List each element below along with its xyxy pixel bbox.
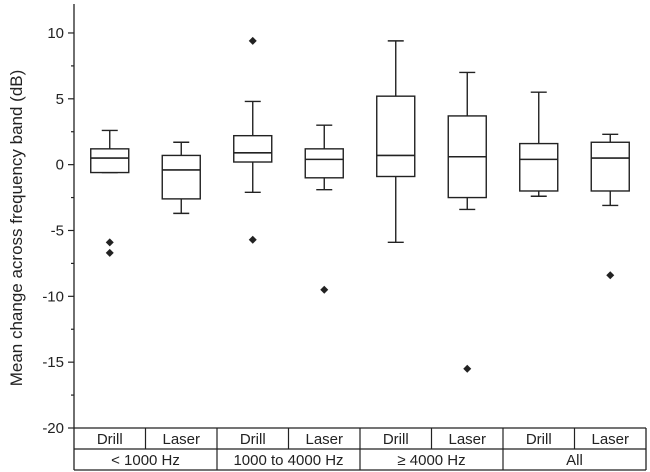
- box-3-drill: [519, 91, 559, 197]
- outlier-point: [606, 271, 615, 280]
- iqr-box: [519, 142, 559, 192]
- category-label: Laser: [591, 431, 629, 448]
- box-2-laser: [447, 71, 487, 373]
- iqr-box: [90, 148, 130, 174]
- plot-area: [73, 4, 647, 470]
- outlier-point: [320, 285, 329, 294]
- category-label: Drill: [240, 431, 266, 448]
- y-tick-label: -20: [42, 420, 64, 437]
- group-label: < 1000 Hz: [111, 452, 180, 469]
- box-1-drill: [233, 36, 273, 244]
- category-label: Drill: [97, 431, 123, 448]
- outlier-point: [248, 36, 257, 45]
- y-axis: 10 5 0 -5 -10 -15 -20: [42, 25, 74, 437]
- box-0-laser: [161, 141, 201, 215]
- iqr-box: [233, 134, 273, 163]
- box-3-laser: [590, 133, 630, 280]
- outlier-point: [463, 364, 472, 373]
- outlier-point: [105, 238, 114, 247]
- box-2-drill: [376, 40, 416, 244]
- y-axis-label: Mean change across frequency band (dB): [7, 70, 26, 387]
- category-label: Drill: [526, 431, 552, 448]
- y-tick-label: -10: [42, 288, 64, 305]
- category-label: Laser: [305, 431, 343, 448]
- y-tick-label: -15: [42, 354, 64, 371]
- y-tick-label: -5: [51, 222, 64, 239]
- iqr-box: [161, 154, 201, 200]
- group-label: ≥ 4000 Hz: [397, 452, 465, 469]
- iqr-box: [376, 95, 416, 178]
- outlier-point: [248, 235, 257, 244]
- box-series: [90, 36, 630, 373]
- iqr-box: [304, 148, 344, 179]
- group-label: All: [566, 452, 583, 469]
- outlier-point: [105, 248, 114, 257]
- box-0-drill: [90, 129, 130, 257]
- y-tick-label: 10: [47, 25, 64, 42]
- group-label: 1000 to 4000 Hz: [233, 452, 343, 469]
- y-tick-label: 0: [56, 157, 64, 174]
- category-label: Laser: [448, 431, 486, 448]
- box-1-laser: [304, 124, 344, 294]
- category-label: Laser: [162, 431, 200, 448]
- category-table: Drill Laser < 1000 Hz Drill Laser 1000 to 400…: [74, 427, 646, 471]
- category-label: Drill: [383, 431, 409, 448]
- y-tick-label: 5: [56, 91, 64, 108]
- iqr-box: [590, 141, 630, 192]
